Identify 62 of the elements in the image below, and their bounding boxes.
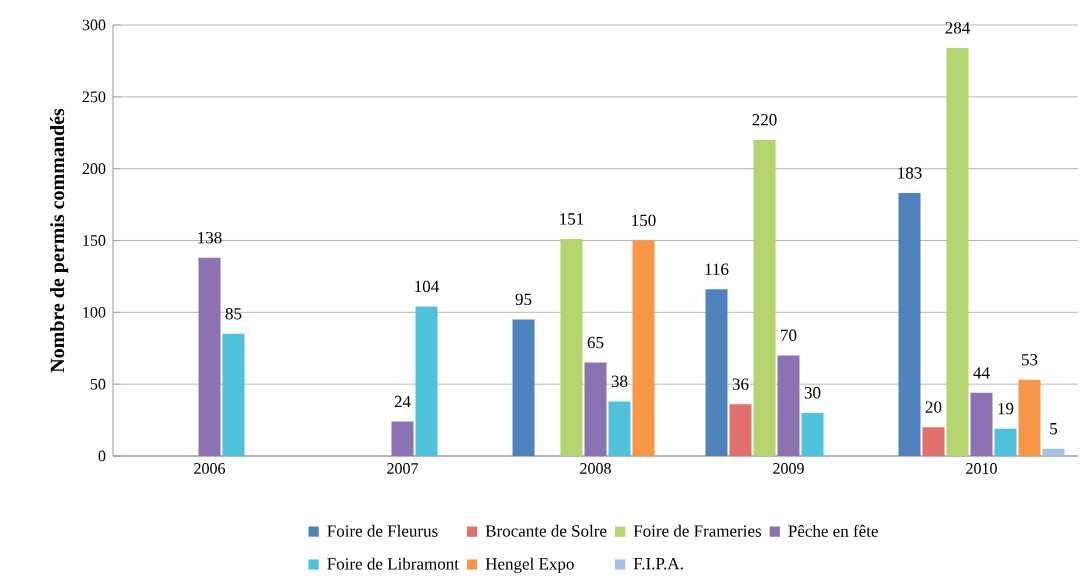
y-axis-title: Nombre de permis commandés — [50, 108, 69, 373]
data-label: 65 — [587, 336, 604, 349]
bar — [922, 427, 945, 456]
bar — [705, 289, 728, 456]
data-label: 138 — [198, 231, 222, 244]
y-tick-label: 50 — [90, 378, 106, 390]
bar — [994, 428, 1017, 456]
y-tick-label: 300 — [82, 19, 106, 31]
data-label: 24 — [394, 395, 411, 408]
legend-label: Foire de Frameries — [633, 524, 761, 537]
y-tick-label: 250 — [82, 91, 106, 103]
bar — [560, 239, 583, 456]
data-label: 36 — [732, 378, 749, 390]
data-label: 44 — [973, 367, 990, 379]
data-label: 85 — [225, 308, 242, 320]
bar — [608, 401, 631, 456]
x-tick-label: 2008 — [580, 463, 611, 474]
bar — [970, 392, 993, 456]
data-label: 20 — [925, 401, 942, 413]
data-label: 53 — [1021, 354, 1038, 366]
data-label: 38 — [611, 375, 628, 387]
x-tick-label: 2009 — [773, 463, 804, 474]
legend-label: Hengel Expo — [485, 557, 574, 574]
data-label: 19 — [998, 402, 1014, 415]
legend-label: F.I.P.A. — [633, 557, 683, 570]
legend-label: Pêche en fête — [788, 524, 878, 537]
bar — [222, 333, 245, 456]
x-tick-label: 2006 — [194, 463, 226, 474]
data-label: 5 — [1050, 423, 1058, 435]
bar — [415, 306, 438, 456]
x-tick-label: 2007 — [387, 463, 419, 474]
data-label: 104 — [415, 280, 440, 293]
data-label: 220 — [752, 114, 777, 126]
data-label: 116 — [705, 263, 729, 275]
bar — [729, 404, 752, 456]
data-label: 70 — [781, 329, 797, 342]
data-label: 183 — [898, 167, 922, 179]
x-tick-label: 2010 — [966, 463, 997, 474]
legend-label: Foire de Libramont — [327, 557, 459, 570]
bar — [632, 240, 655, 456]
legend-label: Brocante de Solre — [485, 524, 607, 537]
y-tick-label: 0 — [98, 450, 106, 462]
data-label: 150 — [632, 214, 656, 227]
bar — [777, 355, 800, 456]
bar — [584, 362, 607, 456]
bar — [801, 412, 824, 456]
y-tick-label: 100 — [83, 306, 106, 318]
data-label: 30 — [804, 387, 821, 399]
bar — [898, 193, 921, 456]
bar — [198, 257, 221, 456]
bar — [753, 139, 776, 456]
bar — [1018, 379, 1041, 456]
bar — [512, 319, 535, 456]
bar — [1042, 448, 1065, 456]
legend-label: Foire de Fleurus — [327, 524, 438, 537]
data-label: 284 — [945, 22, 970, 34]
y-tick-label: 200 — [82, 163, 106, 175]
bar — [391, 421, 414, 456]
y-tick-label: 150 — [83, 235, 106, 246]
data-label: 151 — [560, 213, 584, 225]
data-label: 95 — [515, 293, 532, 306]
bar — [946, 47, 969, 456]
